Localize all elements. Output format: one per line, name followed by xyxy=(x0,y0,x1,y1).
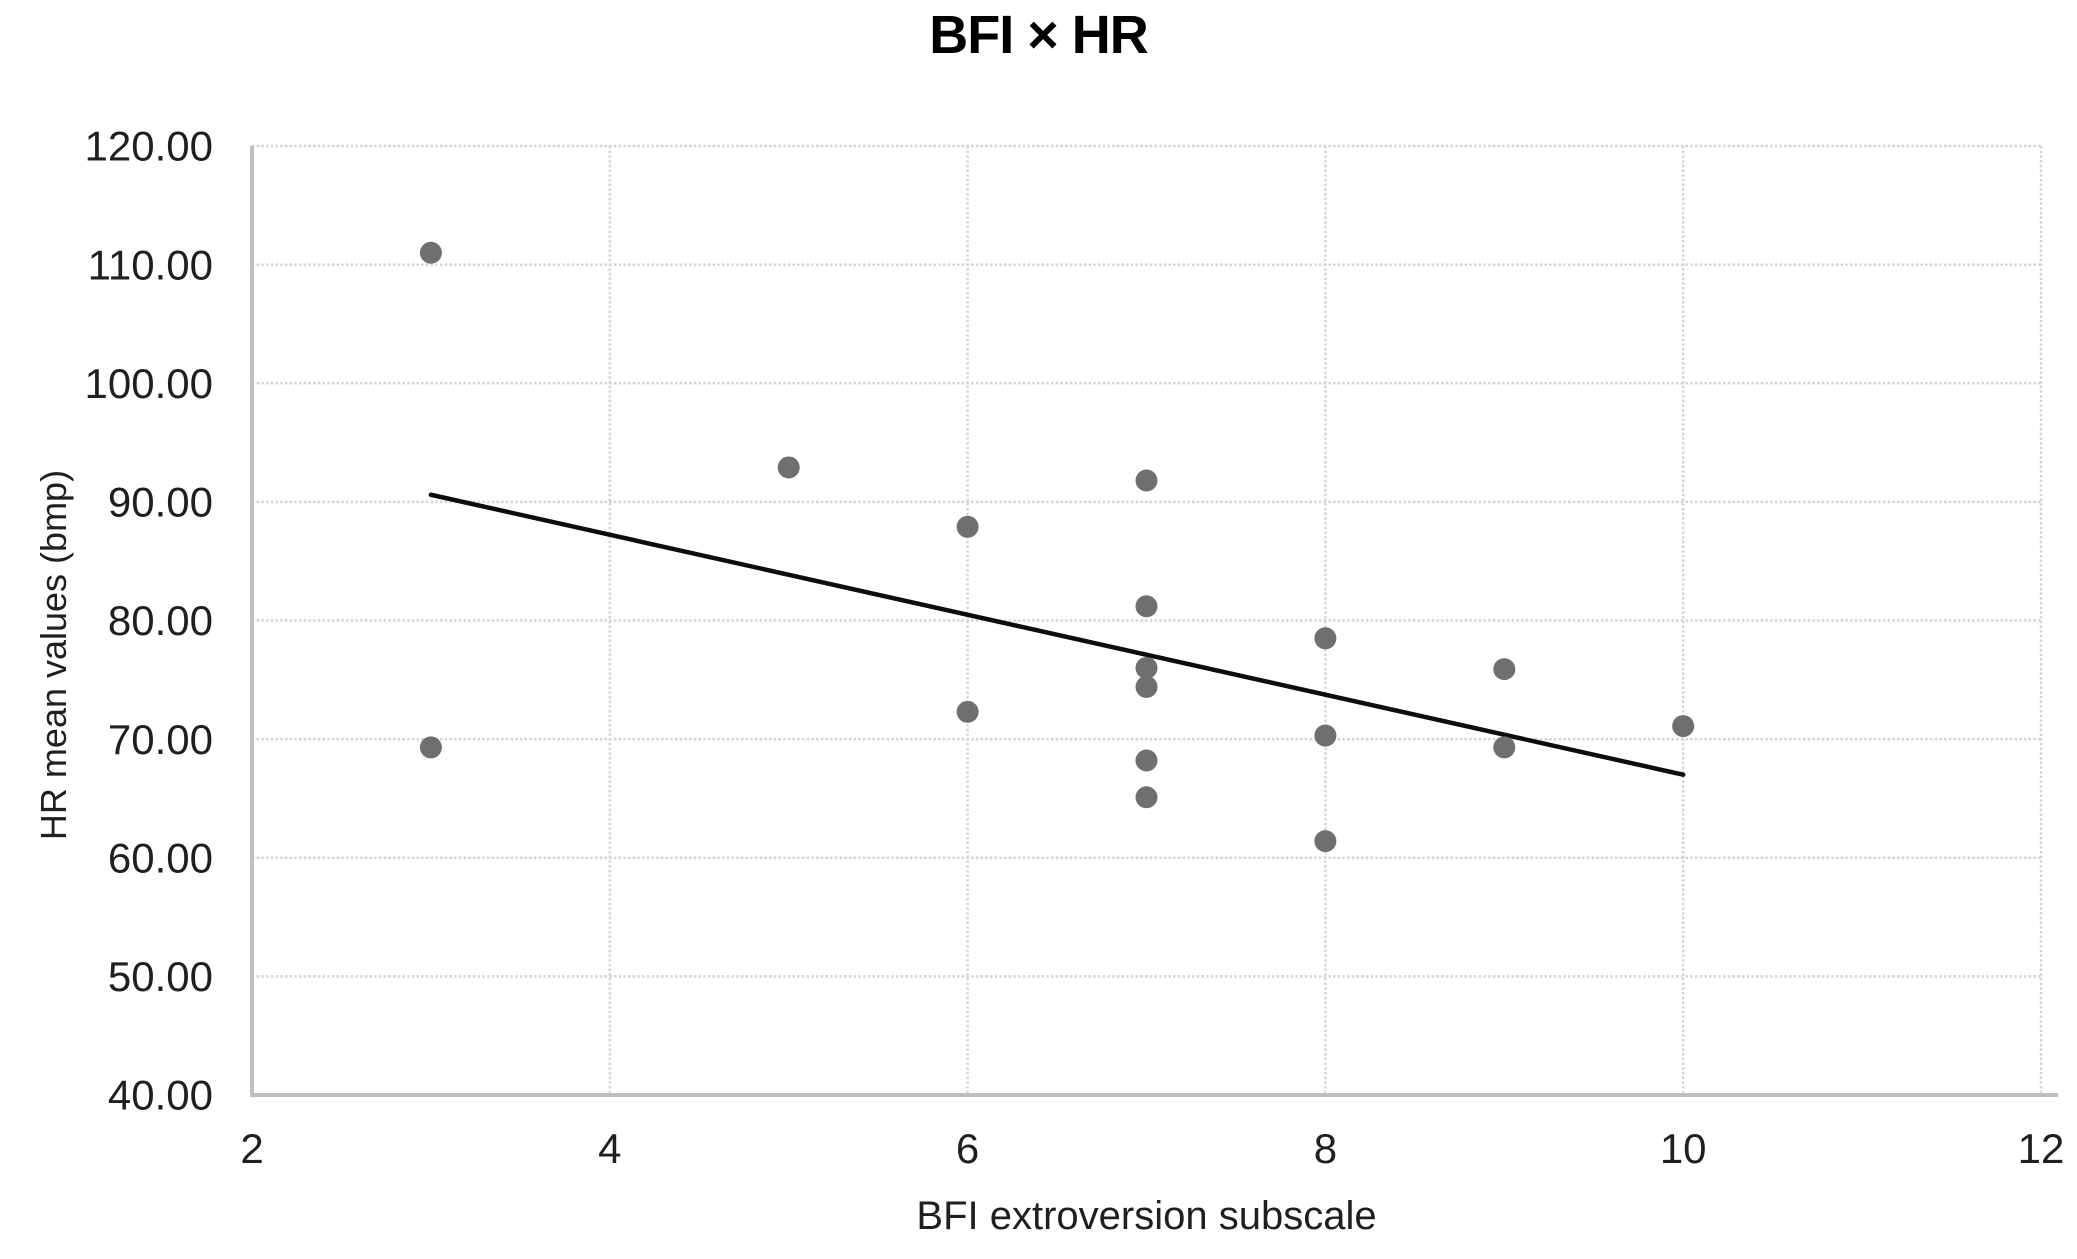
y-tick-label: 120.00 xyxy=(85,123,213,170)
x-tick-label: 10 xyxy=(1660,1125,1707,1172)
y-tick-label: 50.00 xyxy=(108,953,213,1000)
scatter-point xyxy=(1314,724,1337,747)
y-tick-label: 110.00 xyxy=(88,241,213,288)
y-tick-label: 90.00 xyxy=(108,479,213,526)
scatter-point xyxy=(1135,656,1158,679)
scatter-point xyxy=(1135,595,1158,618)
scatter-point xyxy=(1135,786,1158,809)
x-tick-label: 8 xyxy=(1314,1125,1337,1172)
x-tick-label: 6 xyxy=(956,1125,979,1172)
x-tick-label: 4 xyxy=(598,1125,621,1172)
scatter-point xyxy=(956,700,979,723)
chart-title: BFI × HR xyxy=(929,5,1149,65)
scatter-point xyxy=(419,241,442,264)
scatter-point xyxy=(777,456,800,479)
y-tick-label: 100.00 xyxy=(85,360,213,407)
y-tick-label: 80.00 xyxy=(108,597,213,644)
scatter-point xyxy=(1314,627,1337,650)
scatter-point xyxy=(1135,749,1158,772)
y-tick-label: 60.00 xyxy=(108,834,213,881)
scatter-point xyxy=(419,736,442,759)
y-tick-label: 40.00 xyxy=(108,1072,213,1119)
scatter-point xyxy=(1672,715,1695,738)
scatter-point xyxy=(1314,830,1337,853)
y-tick-label: 70.00 xyxy=(108,716,213,763)
scatter-point xyxy=(1493,658,1516,681)
scatter-point xyxy=(1493,736,1516,759)
trendline xyxy=(428,492,1686,777)
scatter-point xyxy=(1135,675,1158,698)
x-tick-label: 12 xyxy=(2018,1125,2065,1172)
scatter-point xyxy=(956,515,979,538)
x-tick-label: 2 xyxy=(240,1125,263,1172)
scatter-point xyxy=(1135,469,1158,492)
x-axis-title: BFI extroversion subscale xyxy=(916,1194,1377,1238)
